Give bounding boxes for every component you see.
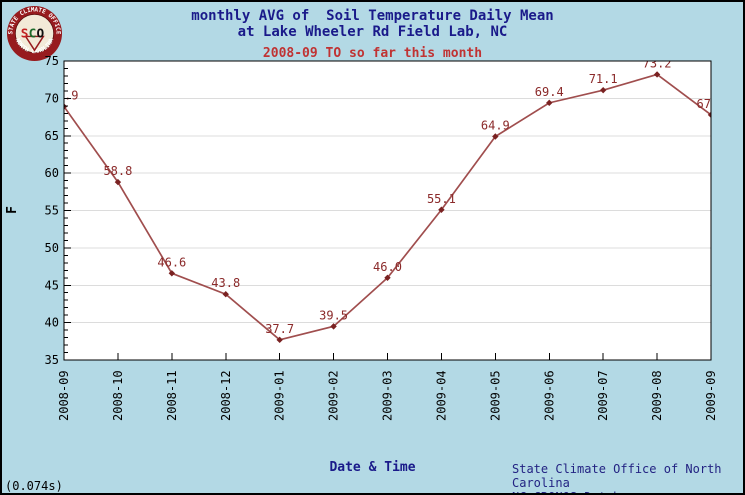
y-tick-label: 40: [45, 316, 59, 330]
chart-subtitle: 2008-09 TO so far this month: [262, 46, 483, 61]
x-tick-label: 2009-04: [434, 370, 448, 421]
y-tick-label: 35: [45, 353, 59, 367]
logo-letter-o: O: [36, 26, 44, 41]
x-tick-label: 2009-01: [273, 370, 287, 421]
point-label: 68.9: [50, 89, 79, 103]
data-point: [599, 86, 607, 94]
x-tick-label: 2009-06: [542, 370, 556, 421]
render-time: (0.074s): [5, 479, 63, 493]
point-label: 43.8: [211, 276, 240, 290]
chart-title-line1: monthly AVG of Soil Temperature Daily Me…: [191, 8, 554, 24]
y-tick-label: 60: [45, 166, 59, 180]
credits-line2: NC CRONOS Database: [512, 490, 743, 493]
data-point: [276, 336, 283, 344]
point-label: 55.1: [427, 192, 456, 206]
data-point: [114, 178, 122, 186]
x-tick-label: 2009-09: [704, 370, 718, 421]
y-tick-label: 45: [45, 278, 59, 292]
y-tick-label: 55: [45, 204, 59, 218]
y-tick-label: 50: [45, 241, 59, 255]
x-tick-label: 2008-12: [219, 370, 233, 421]
chart-header: monthly AVG of Soil Temperature Daily Me…: [2, 8, 743, 61]
y-tick-label: 70: [45, 91, 59, 105]
point-label: 46.6: [157, 255, 186, 269]
y-tick-label: 75: [45, 54, 59, 68]
sco-logo: STATE CLIMATE OFFICE NORTH CAROLINA S C …: [6, 5, 63, 62]
data-point: [546, 99, 553, 107]
x-tick-label: 2008-11: [165, 370, 179, 421]
y-axis-title: F: [5, 206, 20, 214]
point-label: 69.4: [535, 85, 564, 99]
data-point: [653, 71, 661, 78]
data-point: [222, 291, 229, 298]
x-tick-label: 2009-03: [381, 370, 395, 421]
x-tick-label: 2009-02: [327, 370, 341, 421]
x-axis-title: Date & Time: [329, 460, 416, 475]
data-point: [64, 103, 68, 110]
y-tick-label: 65: [45, 129, 59, 143]
point-label: 73.2: [643, 56, 672, 70]
data-point: [707, 111, 711, 119]
x-tick-label: 2009-07: [596, 370, 610, 421]
logo-inner-disc: [14, 13, 55, 54]
credits-line1: State Climate Office of North Carolina: [512, 462, 722, 490]
data-point: [168, 270, 176, 277]
chart-title-line2: at Lake Wheeler Rd Field Lab, NC: [237, 24, 508, 40]
x-tick-label: 2009-08: [650, 370, 664, 421]
point-label: 71.1: [589, 72, 618, 86]
credits: State Climate Office of North Carolina N…: [512, 462, 743, 493]
data-point: [384, 274, 391, 281]
point-label: 37.7: [265, 322, 294, 336]
data-point: [492, 133, 499, 140]
logo-letter-s: S: [21, 26, 29, 41]
data-series: 68.9 58.8 46.6 43.8 37.7 39.5 46.0 55.1 64.9 69.4…: [50, 56, 726, 344]
x-tick-label: 2009-05: [488, 370, 502, 421]
point-label: 64.9: [481, 118, 510, 132]
point-label: 39.5: [319, 308, 348, 322]
point-label: 67.8: [697, 97, 726, 111]
data-point: [330, 323, 337, 330]
point-label: 58.8: [103, 164, 132, 178]
logo-triangle: [24, 35, 45, 52]
point-label: 46.0: [373, 260, 402, 274]
data-point: [438, 206, 445, 213]
logo-letter-c: C: [29, 26, 37, 41]
x-tick-label: 2008-10: [111, 370, 125, 421]
x-tick-label: 2008-09: [57, 370, 71, 421]
